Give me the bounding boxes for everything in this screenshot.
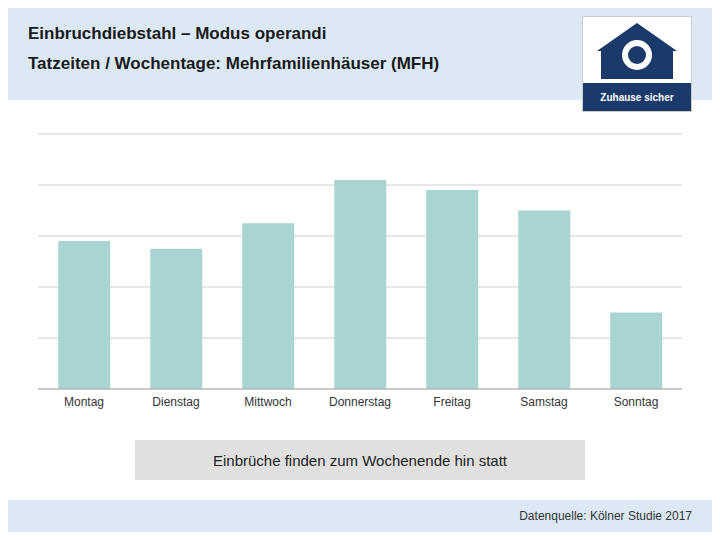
svg-text:Montag: Montag (64, 395, 104, 409)
svg-text:Mittwoch: Mittwoch (244, 395, 291, 409)
svg-text:Sonntag: Sonntag (614, 395, 659, 409)
html-text:Zuhause sicher: Zuhause sicher (600, 91, 674, 103)
html-text:Einbruchdiebstahl – Modus oper: Einbruchdiebstahl – Modus operandi (28, 24, 327, 43)
html-text:Einbrüche finden zum Wochenend: Einbrüche finden zum Wochenende hin stat… (213, 451, 507, 469)
svg-text:Samstag: Samstag (520, 395, 567, 409)
svg-text:Dienstag: Dienstag (152, 395, 199, 409)
html-text:Tatzeiten / Wochentage: Mehrfa: Tatzeiten / Wochentage: Mehrfamilienhäus… (28, 54, 440, 73)
html-text:Datenquelle: Kölner Studie 201: Datenquelle: Kölner Studie 2017 (519, 509, 692, 523)
svg-text:Freitag: Freitag (433, 395, 470, 409)
svg-text:Donnerstag: Donnerstag (329, 395, 391, 409)
